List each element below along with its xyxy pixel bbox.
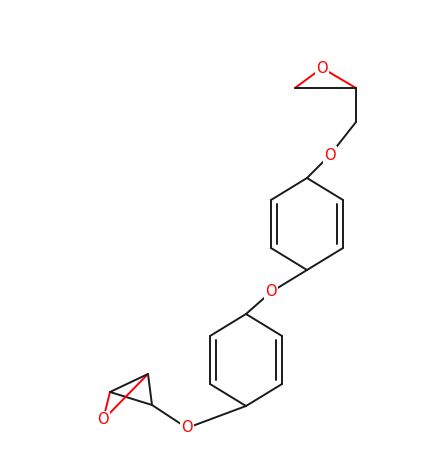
Text: O: O (265, 285, 277, 299)
Text: O: O (181, 420, 193, 436)
Text: O: O (324, 147, 336, 162)
Text: O: O (97, 412, 109, 427)
Text: O: O (316, 60, 328, 75)
